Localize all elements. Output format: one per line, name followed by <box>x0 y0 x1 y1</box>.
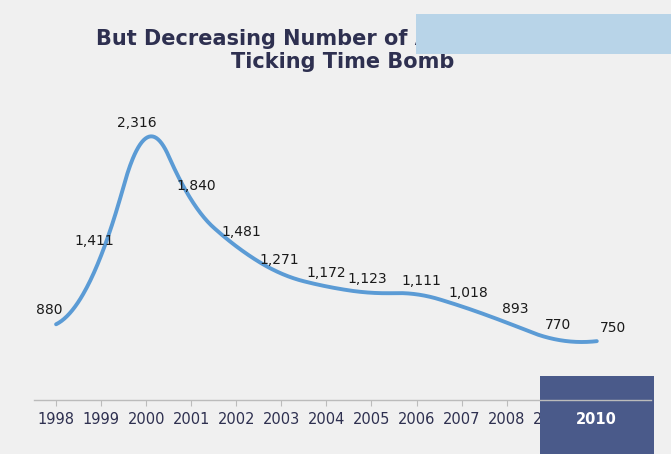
Text: 770: 770 <box>546 318 572 332</box>
Text: 1,271: 1,271 <box>259 253 299 267</box>
Text: 893: 893 <box>503 302 529 316</box>
Text: 1,411: 1,411 <box>74 234 114 248</box>
Title: But Decreasing Number of Active VCs is a
Ticking Time Bomb: But Decreasing Number of Active VCs is a… <box>97 29 588 72</box>
Text: 1,123: 1,123 <box>347 272 386 286</box>
Text: 1,481: 1,481 <box>221 225 261 239</box>
Text: 1,172: 1,172 <box>307 266 346 280</box>
Text: 880: 880 <box>36 303 62 317</box>
Text: 750: 750 <box>599 321 625 335</box>
Text: 1,018: 1,018 <box>448 286 488 300</box>
Text: 1,840: 1,840 <box>176 178 215 192</box>
Text: 2,316: 2,316 <box>117 116 157 130</box>
Text: 1,111: 1,111 <box>401 274 441 288</box>
